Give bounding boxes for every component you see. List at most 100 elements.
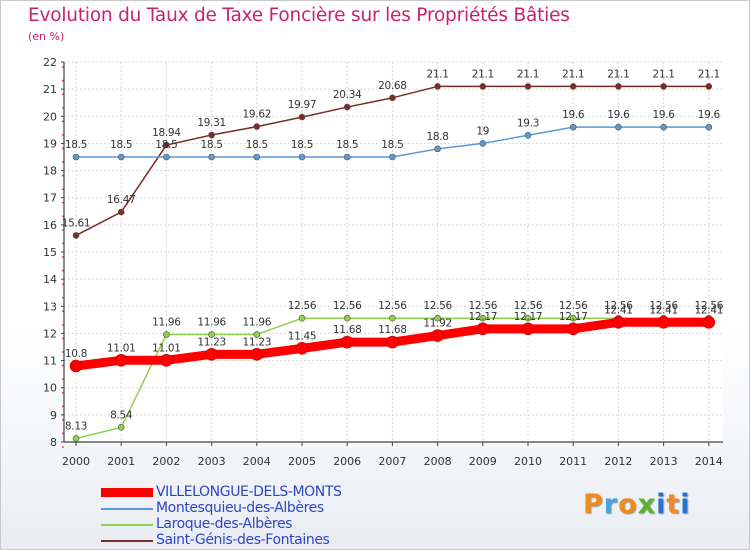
data-label-villelongue-dels-monts: 11.68 <box>378 324 407 336</box>
data-point-montesquieu-des-alberes <box>253 153 261 161</box>
data-point-villelongue-dels-monts <box>702 315 716 329</box>
data-point-montesquieu-des-alberes <box>434 145 441 153</box>
data-label-montesquieu-des-alberes: 18.5 <box>110 139 132 151</box>
data-point-saint-genis-des-fontaines <box>163 141 170 149</box>
legend-label: VILLELONGUE-DELS-MONTS <box>156 484 342 500</box>
data-label-montesquieu-des-alberes: 19.6 <box>653 109 676 121</box>
data-point-montesquieu-des-alberes <box>343 153 351 161</box>
data-point-montesquieu-des-alberes <box>72 153 80 161</box>
data-point-saint-genis-des-fontaines <box>660 83 667 90</box>
data-label-laroque-des-alberes: 12.56 <box>695 300 724 312</box>
y-tick-label: 20 <box>43 110 57 123</box>
data-label-montesquieu-des-alberes: 19.6 <box>698 109 721 121</box>
legend-swatch <box>101 507 153 510</box>
data-point-laroque-des-alberes <box>434 314 441 322</box>
data-label-saint-genis-des-fontaines: 16.47 <box>107 194 136 206</box>
y-tick-label: 21 <box>43 83 57 96</box>
data-point-saint-genis-des-fontaines <box>208 131 215 139</box>
data-label-saint-genis-des-fontaines: 20.34 <box>333 89 362 101</box>
logo-letter: o <box>618 489 638 520</box>
data-label-saint-genis-des-fontaines: 21.1 <box>607 68 629 80</box>
y-tick-label: 17 <box>43 192 57 205</box>
data-label-villelongue-dels-monts: 11.45 <box>288 330 317 342</box>
data-point-saint-genis-des-fontaines <box>524 83 532 90</box>
data-point-villelongue-dels-monts <box>521 322 535 336</box>
data-label-villelongue-dels-monts: 12.17 <box>514 311 543 323</box>
data-label-villelongue-dels-monts: 12.17 <box>559 311 588 323</box>
data-point-laroque-des-alberes <box>253 331 261 338</box>
data-label-laroque-des-alberes: 12.56 <box>559 300 588 312</box>
data-point-villelongue-dels-monts <box>295 342 309 355</box>
data-point-saint-genis-des-fontaines <box>569 83 577 90</box>
data-label-laroque-des-alberes: 12.56 <box>649 300 678 312</box>
data-point-saint-genis-des-fontaines <box>253 123 261 130</box>
data-point-laroque-des-alberes <box>389 314 396 322</box>
legend-swatch <box>101 488 153 497</box>
data-point-laroque-des-alberes <box>72 435 80 442</box>
y-tick-label: 18 <box>43 165 57 178</box>
data-label-saint-genis-des-fontaines: 20.68 <box>378 80 407 92</box>
data-point-montesquieu-des-alberes <box>615 123 622 131</box>
x-tick-label: 2004 <box>243 455 271 468</box>
data-point-montesquieu-des-alberes <box>660 123 667 131</box>
x-tick-label: 2009 <box>469 455 497 468</box>
data-label-montesquieu-des-alberes: 18.5 <box>155 139 177 151</box>
data-point-villelongue-dels-monts <box>386 335 399 349</box>
y-tick-label: 9 <box>50 409 57 422</box>
data-label-montesquieu-des-alberes: 18.5 <box>246 139 268 151</box>
x-tick-label: 2011 <box>559 455 587 468</box>
data-label-saint-genis-des-fontaines: 21.1 <box>698 68 720 80</box>
data-point-saint-genis-des-fontaines <box>615 83 622 90</box>
data-label-laroque-des-alberes: 11.96 <box>152 317 181 329</box>
data-label-montesquieu-des-alberes: 18.5 <box>336 139 358 151</box>
legend-label: Saint-Génis-des-Fontaines <box>156 532 330 548</box>
data-point-villelongue-dels-monts <box>476 322 490 336</box>
data-label-villelongue-dels-monts: 11.23 <box>243 336 272 348</box>
data-label-saint-genis-des-fontaines: 21.1 <box>517 68 539 80</box>
x-tick-label: 2007 <box>378 455 406 468</box>
data-label-villelongue-dels-monts: 11.92 <box>423 318 452 330</box>
data-point-saint-genis-des-fontaines <box>705 83 713 90</box>
data-point-villelongue-dels-monts <box>566 322 580 336</box>
data-point-laroque-des-alberes <box>298 314 306 322</box>
data-label-villelongue-dels-monts: 12.41 <box>649 304 678 316</box>
y-tick-label: 16 <box>43 219 57 232</box>
y-axis-dot <box>62 446 64 448</box>
data-label-saint-genis-des-fontaines: 19.97 <box>288 99 317 111</box>
x-tick-label: 2000 <box>62 455 90 468</box>
x-tick-label: 2003 <box>198 455 226 468</box>
y-tick-label: 8 <box>50 436 57 449</box>
chart-title: Evolution du Taux de Taxe Foncière sur l… <box>28 5 570 26</box>
logo-letter: i <box>656 489 667 520</box>
data-point-laroque-des-alberes <box>479 314 487 322</box>
data-point-montesquieu-des-alberes <box>163 153 170 161</box>
data-label-laroque-des-alberes: 8.54 <box>110 409 133 421</box>
x-tick-label: 2005 <box>288 455 316 468</box>
x-tick-label: 2012 <box>604 455 632 468</box>
y-tick-label: 22 <box>43 56 57 69</box>
data-label-villelongue-dels-monts: 11.23 <box>197 336 226 348</box>
x-tick-label: 2006 <box>333 455 361 468</box>
data-point-montesquieu-des-alberes <box>208 153 215 161</box>
logo-letter: r <box>603 489 619 520</box>
data-point-montesquieu-des-alberes <box>479 140 487 147</box>
data-label-laroque-des-alberes: 11.96 <box>243 317 272 329</box>
data-label-montesquieu-des-alberes: 18.5 <box>381 139 403 151</box>
data-label-laroque-des-alberes: 12.56 <box>469 300 498 312</box>
data-label-villelongue-dels-monts: 10.8 <box>65 348 87 360</box>
data-point-montesquieu-des-alberes <box>389 153 396 161</box>
logo-letter: P <box>583 489 604 520</box>
data-label-saint-genis-des-fontaines: 21.1 <box>653 68 675 80</box>
y-tick-label: 15 <box>43 246 57 259</box>
data-label-laroque-des-alberes: 12.56 <box>604 300 633 312</box>
y-tick-label: 10 <box>43 382 57 395</box>
x-tick-label: 2013 <box>650 455 678 468</box>
x-tick-label: 2002 <box>152 455 180 468</box>
data-label-laroque-des-alberes: 12.56 <box>378 300 407 312</box>
data-point-saint-genis-des-fontaines <box>479 83 487 90</box>
data-label-saint-genis-des-fontaines: 21.1 <box>562 68 584 80</box>
data-label-laroque-des-alberes: 8.13 <box>65 420 87 432</box>
data-point-laroque-des-alberes <box>208 331 215 338</box>
